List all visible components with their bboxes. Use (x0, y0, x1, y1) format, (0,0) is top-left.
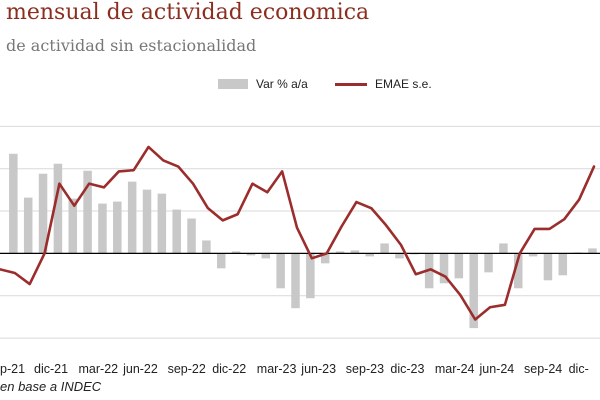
legend-label-bars: Var % a/a (256, 77, 308, 91)
chart-subtitle: de actividad sin estacionalidad (6, 36, 257, 55)
bar (202, 240, 211, 254)
bar (217, 253, 226, 269)
x-tick-label: dic-21 (34, 362, 68, 376)
bar (395, 253, 404, 259)
x-tick-label: mar-24 (435, 362, 475, 376)
bar (113, 201, 122, 254)
source-note: en base a INDEC (0, 379, 102, 394)
bar (9, 153, 18, 254)
bar (291, 253, 300, 309)
bar (157, 193, 167, 254)
x-tick-label: mar-22 (79, 362, 119, 376)
bar (335, 251, 345, 254)
bar (306, 253, 315, 299)
bar (320, 253, 330, 264)
bar (499, 243, 508, 254)
x-axis-tick-labels: p-21 dic-21 mar-22 jun-22 sep-22 dic-22 mar-23… (0, 362, 589, 376)
bar (172, 209, 181, 254)
x-tick-label: p-21 (0, 362, 25, 376)
x-tick-label: sep-23 (346, 362, 384, 376)
bar-series (0, 153, 597, 329)
x-tick-label: dic-22 (212, 362, 246, 376)
legend-swatch-bars (218, 79, 248, 89)
x-tick-label: mar-23 (257, 362, 297, 376)
bar (514, 253, 523, 289)
x-tick-label: jun-22 (122, 362, 158, 376)
bar (380, 243, 389, 254)
bar (38, 173, 48, 254)
bar (350, 250, 360, 254)
legend-swatch-line (335, 83, 367, 86)
bar (142, 189, 152, 254)
bar (469, 253, 478, 329)
x-tick-label: dic-23 (390, 362, 424, 376)
x-tick-label: jun-24 (479, 362, 515, 376)
bar (231, 251, 241, 254)
bar (83, 170, 92, 254)
bar (365, 253, 374, 257)
chart-legend: Var % a/a EMAE s.e. (0, 76, 600, 94)
bar (187, 218, 196, 254)
chart-title: mensual de actividad economica (6, 0, 370, 25)
bar (543, 253, 553, 281)
bar (439, 253, 449, 284)
x-tick-label: jun-23 (300, 362, 336, 376)
bar (484, 253, 493, 273)
bar (53, 163, 63, 254)
bar (127, 181, 137, 254)
bar (68, 198, 77, 254)
legend-label-line: EMAE s.e. (375, 77, 432, 91)
bar (246, 253, 256, 256)
bar (558, 253, 568, 276)
bar (276, 253, 285, 289)
bar (261, 253, 271, 259)
emae-line (0, 145, 596, 321)
bar (98, 203, 107, 254)
x-tick-label: sep-24 (524, 362, 562, 376)
bar (454, 253, 464, 279)
grid-lines (0, 125, 600, 339)
bar (528, 253, 538, 257)
x-tick-label: sep-22 (168, 362, 206, 376)
bar (23, 197, 33, 254)
bar (588, 248, 597, 254)
x-tick-label: dic- (569, 362, 589, 376)
